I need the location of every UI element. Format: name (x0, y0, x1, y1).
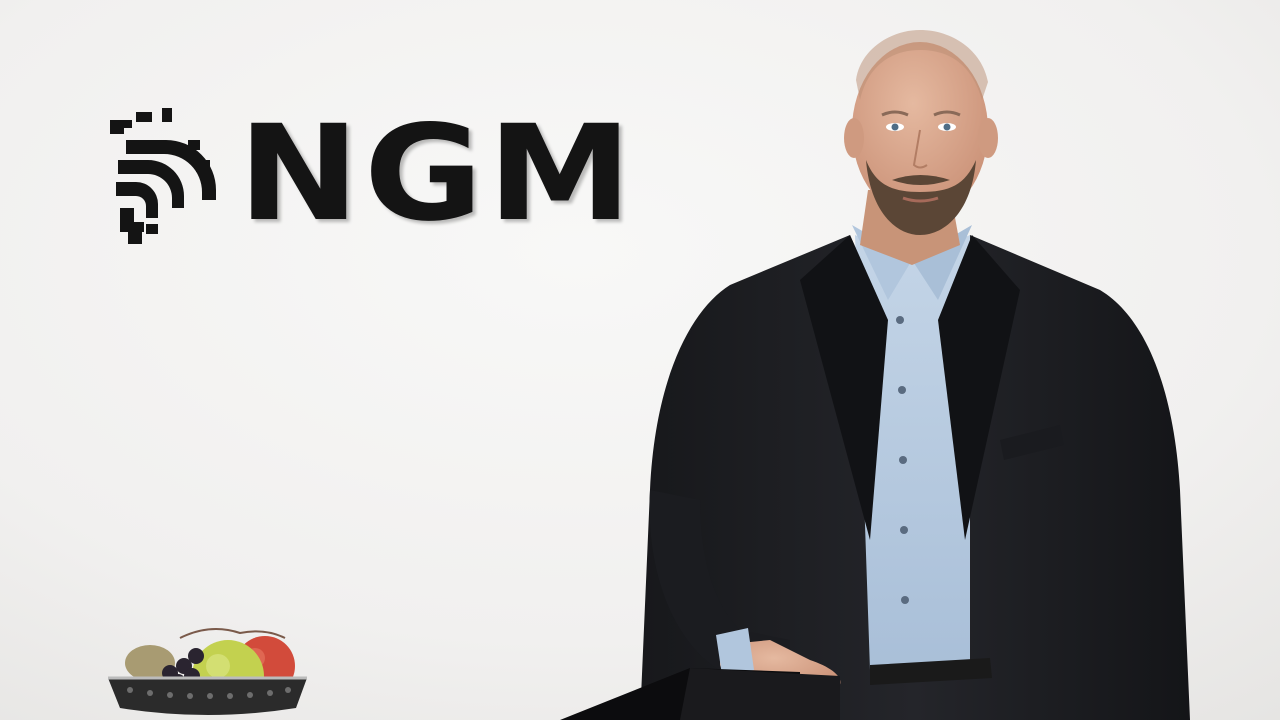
globe-sphere-icon (110, 108, 216, 244)
wall-logo: NGM (100, 100, 700, 260)
brand-wordmark: NGM (238, 97, 637, 251)
fruit-bowl (108, 628, 307, 715)
